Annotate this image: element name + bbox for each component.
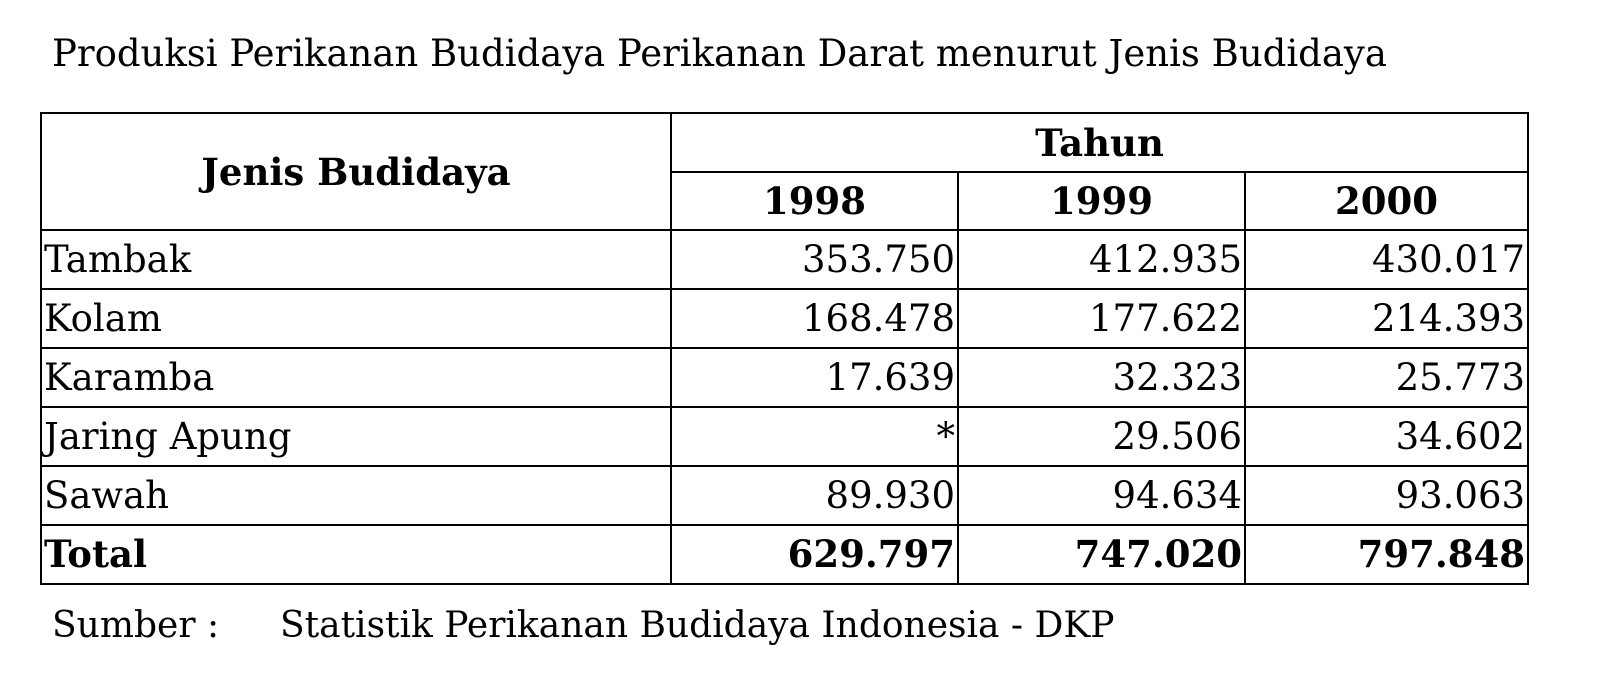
table-row: Kolam 168.478 177.622 214.393 — [40, 288, 1530, 349]
cell-value: 214.393 — [1243, 288, 1530, 349]
header-year: 1998 — [670, 171, 959, 231]
header-tahun: Tahun — [669, 112, 1530, 173]
row-label: Karamba — [40, 347, 672, 408]
cell-value: 32.323 — [957, 347, 1246, 408]
header-year: 1999 — [957, 171, 1246, 231]
source-label: Sumber : — [52, 605, 220, 646]
table-row: Jaring Apung * 29.506 34.602 — [40, 406, 1530, 467]
header-row-years: 1998 1999 2000 — [41, 171, 1530, 231]
cell-value: 29.506 — [957, 406, 1246, 467]
cell-value: 94.634 — [957, 465, 1246, 526]
cell-value: 177.622 — [957, 288, 1246, 349]
cell-value: 34.602 — [1243, 406, 1530, 467]
cell-value: 412.935 — [957, 229, 1246, 290]
cell-value: 353.750 — [670, 229, 959, 290]
data-table: Jenis Budidaya Tahun 1998 1999 2000 Tamb… — [40, 112, 1530, 585]
row-label: Jaring Apung — [40, 406, 672, 467]
cell-value: 93.063 — [1243, 465, 1530, 526]
cell-value: 430.017 — [1243, 229, 1530, 290]
row-label: Tambak — [40, 229, 672, 290]
cell-value: 168.478 — [670, 288, 959, 349]
total-row: Total 629.797 747.020 797.848 — [40, 524, 1530, 585]
row-label: Kolam — [40, 288, 672, 349]
total-label: Total — [40, 524, 672, 585]
table-row: Karamba 17.639 32.323 25.773 — [40, 347, 1530, 408]
total-value: 797.848 — [1243, 524, 1530, 585]
header-row-group: Jenis Budidaya Tahun — [40, 112, 1530, 231]
table-title: Produksi Perikanan Budidaya Perikanan Da… — [52, 32, 1387, 75]
source-text: Statistik Perikanan Budidaya Indonesia -… — [280, 605, 1115, 646]
header-year: 2000 — [1243, 171, 1530, 231]
cell-value: 89.930 — [670, 465, 959, 526]
cell-value: 17.639 — [670, 347, 959, 408]
source-note: Sumber : Statistik Perikanan Budidaya Ind… — [52, 605, 1115, 646]
table-row: Sawah 89.930 94.634 93.063 — [40, 465, 1530, 526]
table-row: Tambak 353.750 412.935 430.017 — [40, 229, 1530, 290]
cell-value: 25.773 — [1243, 347, 1530, 408]
cell-value: * — [670, 406, 959, 467]
row-label: Sawah — [40, 465, 672, 526]
header-jenis-budidaya: Jenis Budidaya — [40, 112, 672, 231]
total-value: 629.797 — [670, 524, 959, 585]
total-value: 747.020 — [957, 524, 1246, 585]
